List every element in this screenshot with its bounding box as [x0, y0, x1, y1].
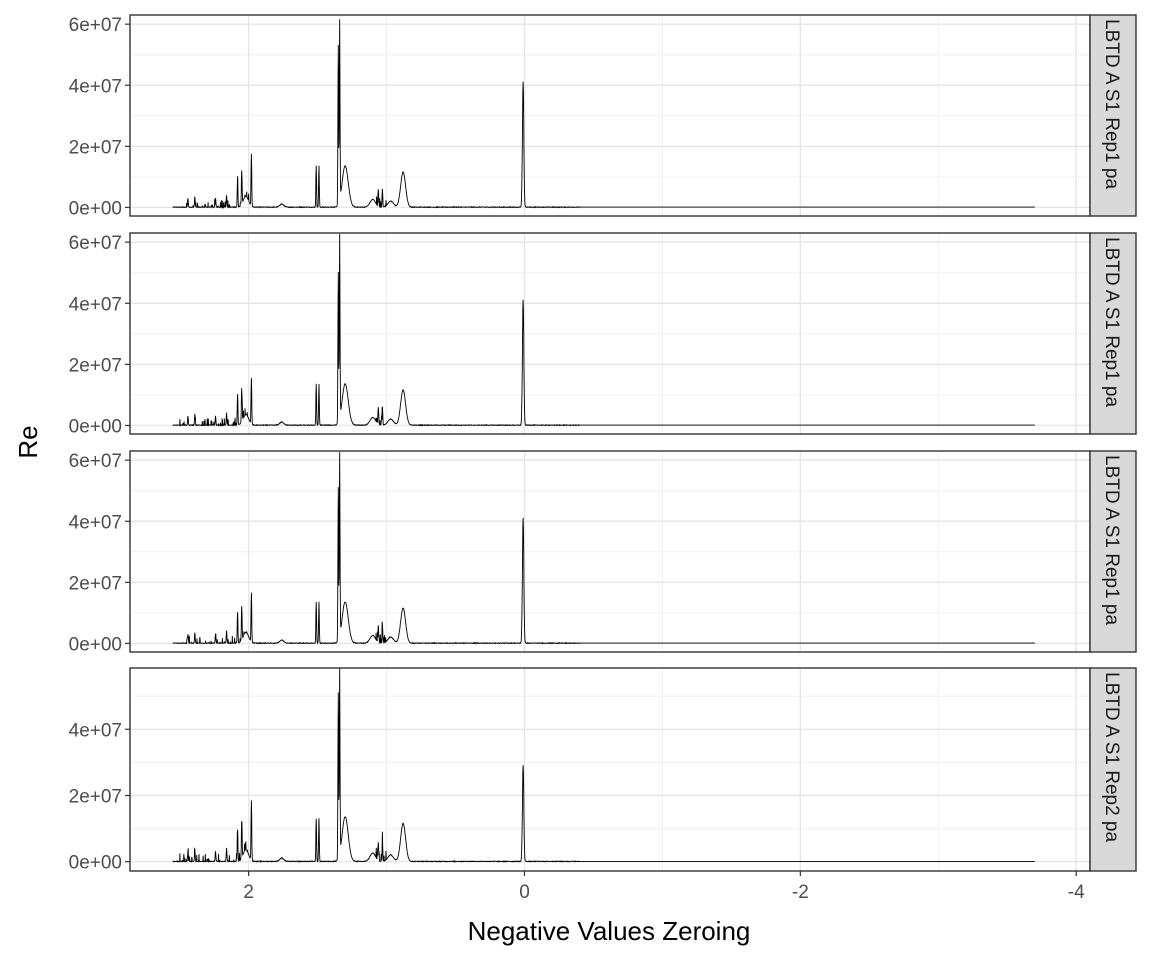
spectrum-line — [172, 19, 1035, 210]
y-tick-label: 2e+07 — [69, 573, 122, 594]
y-tick-label: 2e+07 — [69, 786, 122, 807]
y-tick-label: 4e+07 — [69, 720, 122, 741]
panel-3: 0e+00 2e+07 4e+07 6e+07 LBTD A S1 Rep1 pa — [69, 450, 1137, 655]
spectrum-line — [172, 668, 1035, 863]
facet-strip — [1089, 667, 1137, 872]
y-tick-label: 6e+07 — [69, 451, 122, 472]
panel-1: 0e+00 2e+07 4e+07 6e+07 LBTD A S1 Rep1 pa — [69, 14, 1137, 219]
y-tick-label: 0e+00 — [69, 416, 122, 437]
y-tick-label: 0e+00 — [69, 853, 122, 874]
y-tick-label: 6e+07 — [69, 233, 122, 254]
x-tick-label: -4 — [1068, 882, 1085, 903]
panel-4: 0e+00 2e+07 4e+07 LBTD A S1 Rep2 pa — [69, 667, 1137, 874]
y-tick-label: 4e+07 — [69, 512, 122, 533]
facet-strip-label: LBTD A S1 Rep1 pa — [1101, 455, 1122, 625]
x-tick-label: 2 — [243, 882, 254, 903]
panel-background — [130, 668, 1090, 871]
facet-strip — [1089, 232, 1137, 435]
y-axis-title: Re — [13, 425, 43, 458]
facet-strip-label: LBTD A S1 Rep1 pa — [1101, 237, 1122, 407]
facet-strip — [1089, 450, 1137, 653]
y-tick-label: 2e+07 — [69, 355, 122, 376]
y-tick-label: 2e+07 — [69, 137, 122, 158]
x-tick-label: 0 — [519, 882, 530, 903]
y-tick-label: 6e+07 — [69, 15, 122, 36]
facet-strip-label: LBTD A S1 Rep2 pa — [1101, 672, 1122, 842]
spectrum-line — [172, 452, 1035, 645]
y-tick-label: 0e+00 — [69, 198, 122, 219]
facet-strip-label: LBTD A S1 Rep1 pa — [1101, 19, 1122, 189]
panel-2: 0e+00 2e+07 4e+07 6e+07 LBTD A S1 Rep1 pa — [69, 232, 1137, 437]
y-tick-label: 0e+00 — [69, 634, 122, 655]
x-axis: 2 0 -2 -4 — [243, 871, 1085, 903]
facet-strip — [1089, 14, 1137, 217]
y-tick-label: 4e+07 — [69, 294, 122, 315]
y-tick-label: 4e+07 — [69, 76, 122, 97]
spectrum-line — [172, 233, 1035, 427]
x-axis-title: Negative Values Zeroing — [468, 916, 751, 946]
x-tick-label: -2 — [792, 882, 809, 903]
